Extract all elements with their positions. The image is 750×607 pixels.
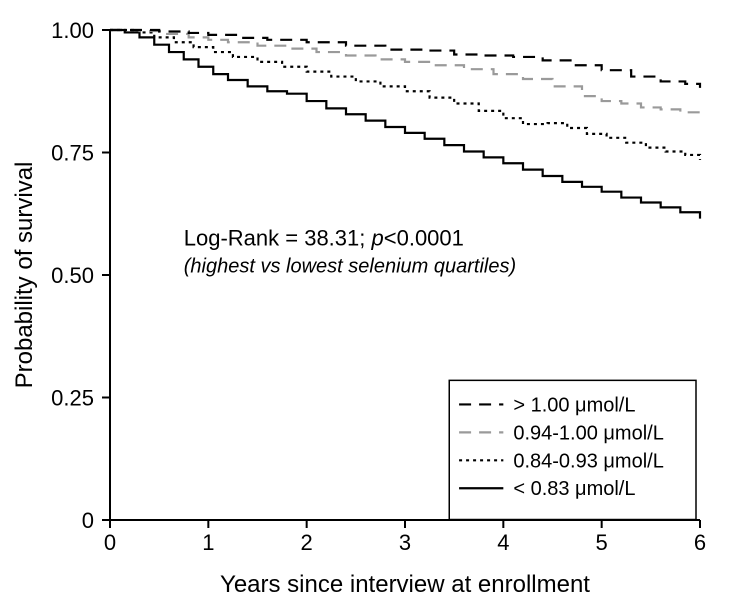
legend-label-q3: 0.94-1.00 μmol/L bbox=[513, 422, 664, 444]
x-tick-label: 4 bbox=[497, 530, 509, 555]
annotation-line-2: (highest vs lowest selenium quartiles) bbox=[184, 256, 516, 278]
legend-label-q1: < 0.83 μmol/L bbox=[513, 478, 635, 500]
x-tick-label: 6 bbox=[694, 530, 706, 555]
y-tick-label: 0.25 bbox=[51, 386, 94, 411]
survival-plot-svg: 0 1 2 3 4 5 6 0 0.25 0.50 0.75 1.00 Years since inte… bbox=[0, 0, 750, 607]
x-tick-label: 0 bbox=[104, 530, 116, 555]
x-tick-label: 2 bbox=[301, 530, 313, 555]
x-tick-label: 3 bbox=[399, 530, 411, 555]
y-tick-label: 0.75 bbox=[51, 141, 94, 166]
y-tick-label: 0 bbox=[82, 508, 94, 533]
survival-plot-container: { "chart": { "type": "line", "width": 75… bbox=[0, 0, 750, 607]
legend-label-q2: 0.84-0.93 μmol/L bbox=[513, 450, 664, 472]
annotation-line-1: Log-Rank = 38.31; p<0.0001 bbox=[184, 226, 464, 251]
y-tick-label: 0.50 bbox=[51, 263, 94, 288]
x-tick-label: 1 bbox=[202, 530, 214, 555]
y-tick-label: 1.00 bbox=[51, 18, 94, 43]
x-axis-label: Years since interview at enrollment bbox=[220, 571, 590, 598]
x-tick-label: 5 bbox=[596, 530, 608, 555]
legend-label-q4: > 1.00 μmol/L bbox=[513, 394, 635, 416]
y-axis-label: Probability of survival bbox=[11, 162, 38, 389]
